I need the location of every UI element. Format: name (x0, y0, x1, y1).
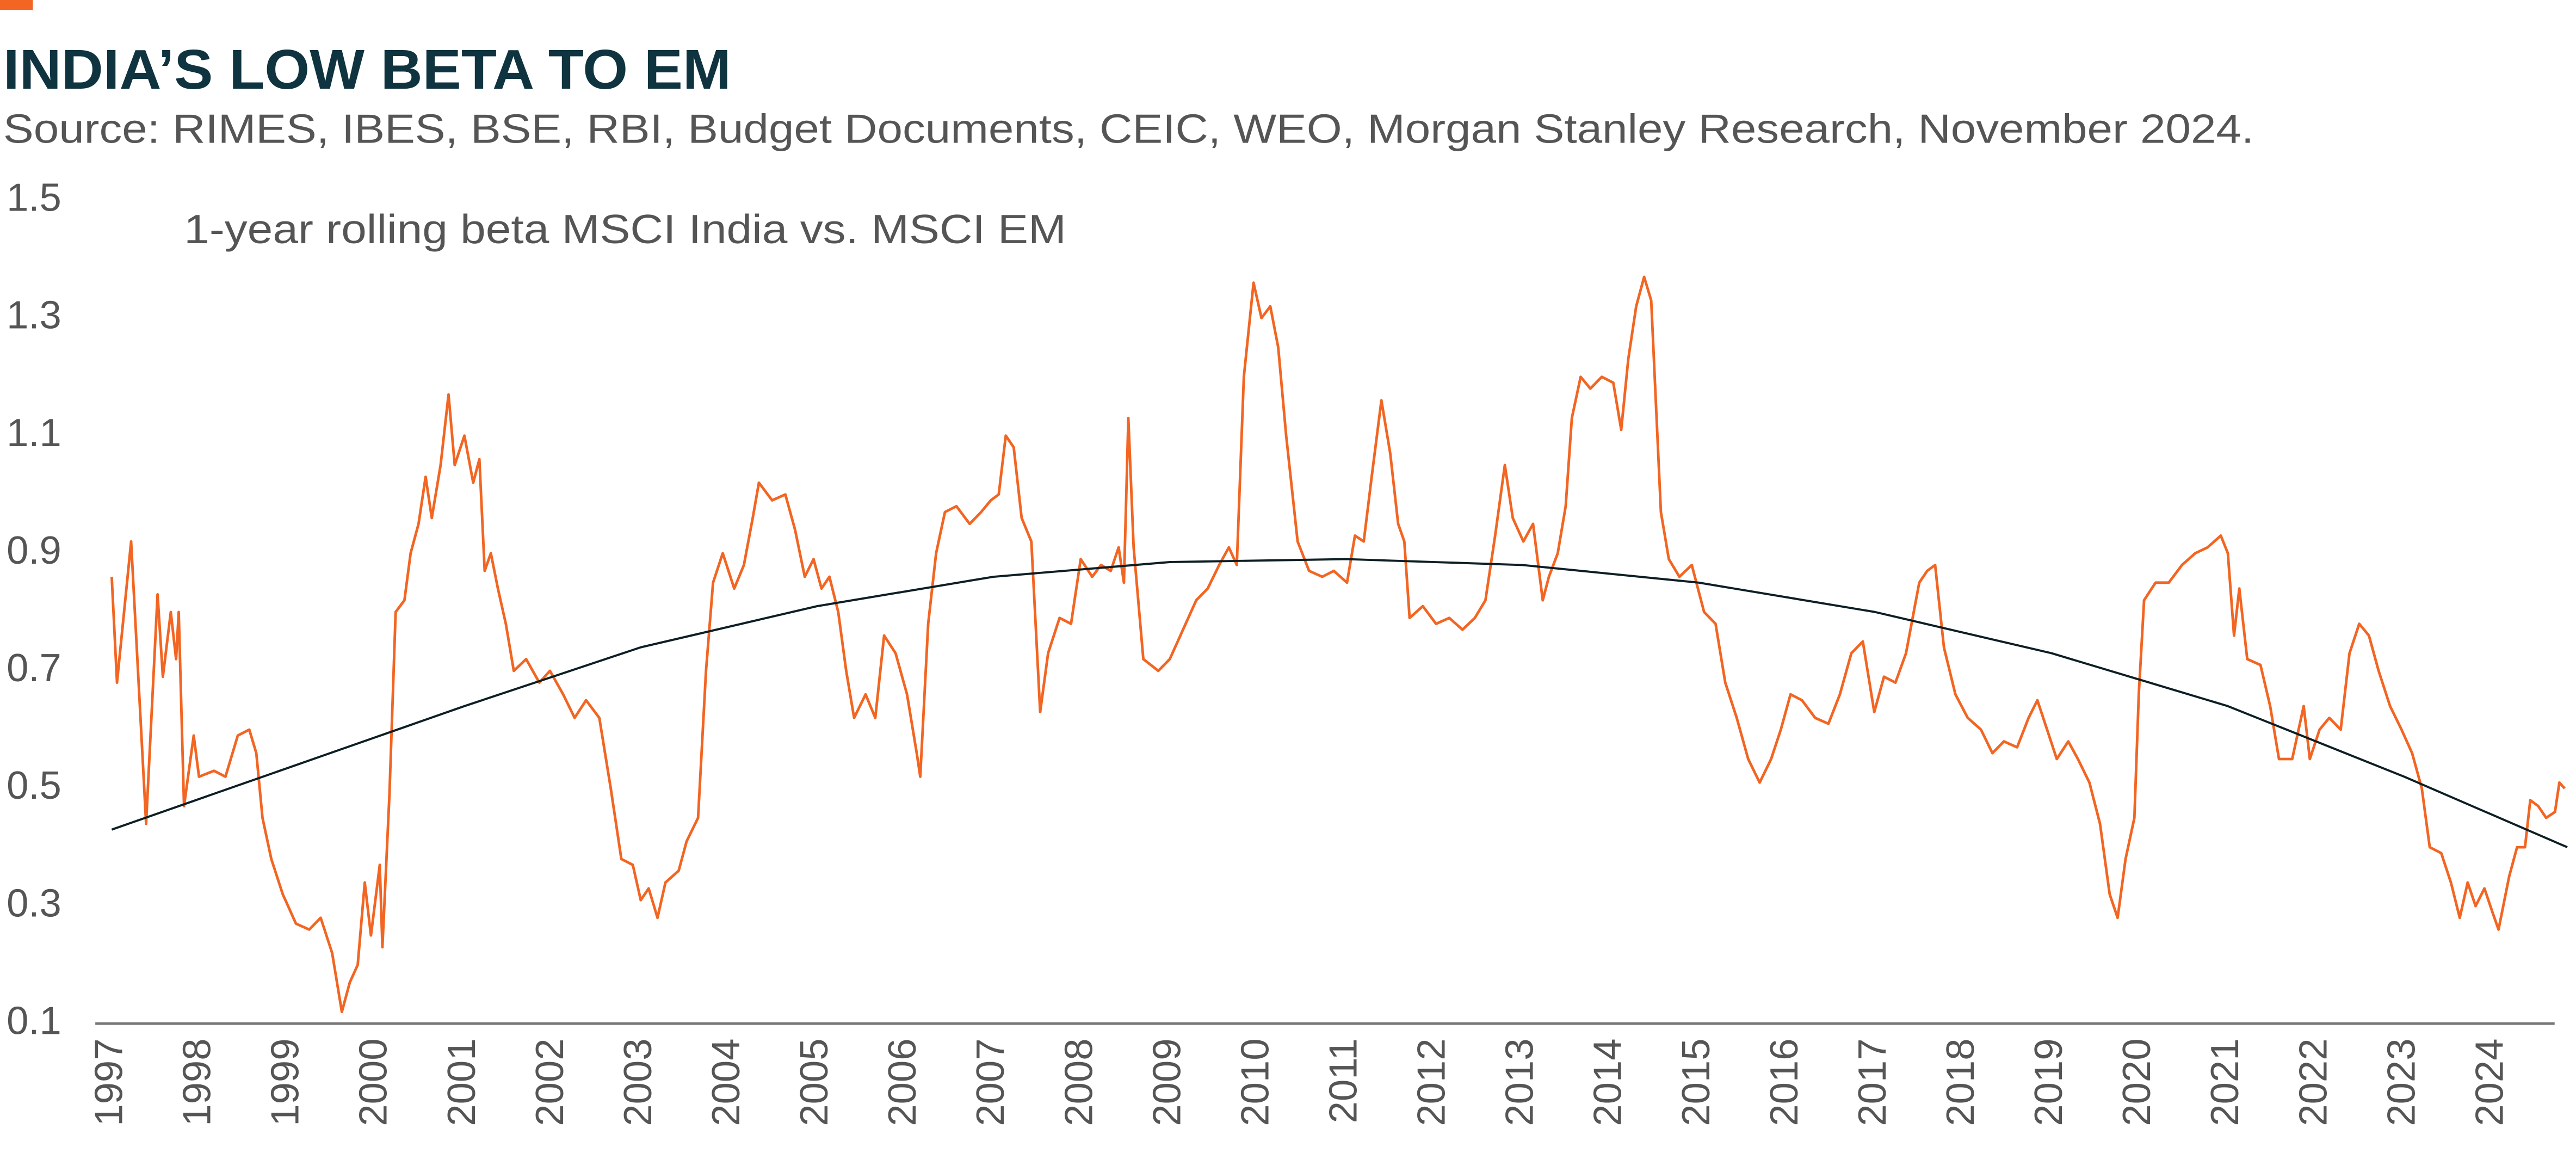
x-tick-label: 2007 (968, 1038, 1012, 1126)
x-tick-label: 1999 (263, 1038, 307, 1126)
x-tick-label: 1997 (87, 1038, 131, 1126)
chart-subtitle: Source: RIMES, IBES, BSE, RBI, Budget Do… (3, 106, 2254, 152)
accent-bar (0, 0, 33, 10)
x-tick-label: 2019 (2027, 1038, 2071, 1126)
x-tick-label: 2012 (1410, 1038, 1454, 1126)
annotation: 1-year rolling beta MSCI India vs. MSCI … (184, 206, 1066, 252)
x-tick-label: 1998 (175, 1038, 219, 1126)
y-tick-label: 1.1 (7, 411, 61, 455)
y-tick-label: 1.3 (7, 293, 61, 337)
x-tick-label: 2009 (1145, 1038, 1189, 1126)
x-tick-label: 2023 (2379, 1038, 2423, 1126)
trend-line (111, 558, 2568, 848)
x-tick-label: 2004 (704, 1038, 748, 1126)
x-tick-label: 2013 (1498, 1038, 1542, 1126)
x-tick-label: 2024 (2467, 1038, 2511, 1126)
beta-line (110, 275, 2566, 1014)
x-tick-label: 2006 (880, 1038, 924, 1126)
y-tick-label: 0.5 (7, 763, 61, 807)
x-tick-label: 2002 (528, 1038, 572, 1126)
x-tick-label: 2005 (792, 1038, 836, 1126)
x-tick-label: 2011 (1321, 1038, 1365, 1123)
x-tick-label: 2014 (1586, 1038, 1630, 1126)
chart-title: INDIA’S LOW BETA TO EM (3, 38, 731, 101)
x-tick-label: 2008 (1057, 1038, 1101, 1126)
x-tick-label: 2015 (1674, 1038, 1718, 1126)
x-tick-label: 2021 (2203, 1038, 2247, 1126)
x-tick-label: 2003 (616, 1038, 660, 1126)
x-tick-label: 2010 (1233, 1038, 1277, 1126)
x-tick-label: 2020 (2115, 1038, 2159, 1126)
x-tick-label: 2022 (2291, 1038, 2335, 1126)
x-tick-label: 2001 (440, 1038, 484, 1126)
y-tick-label: 0.3 (7, 881, 61, 925)
y-tick-label: 0.7 (7, 646, 61, 690)
x-tick-label: 2000 (351, 1038, 396, 1126)
y-tick-label: 0.9 (7, 528, 61, 572)
y-tick-label: 0.1 (7, 998, 61, 1043)
y-tick-label: 1.5 (7, 176, 61, 220)
x-tick-label: 2017 (1850, 1038, 1894, 1126)
x-tick-label: 2016 (1762, 1038, 1806, 1126)
x-tick-label: 2018 (1938, 1038, 1982, 1126)
